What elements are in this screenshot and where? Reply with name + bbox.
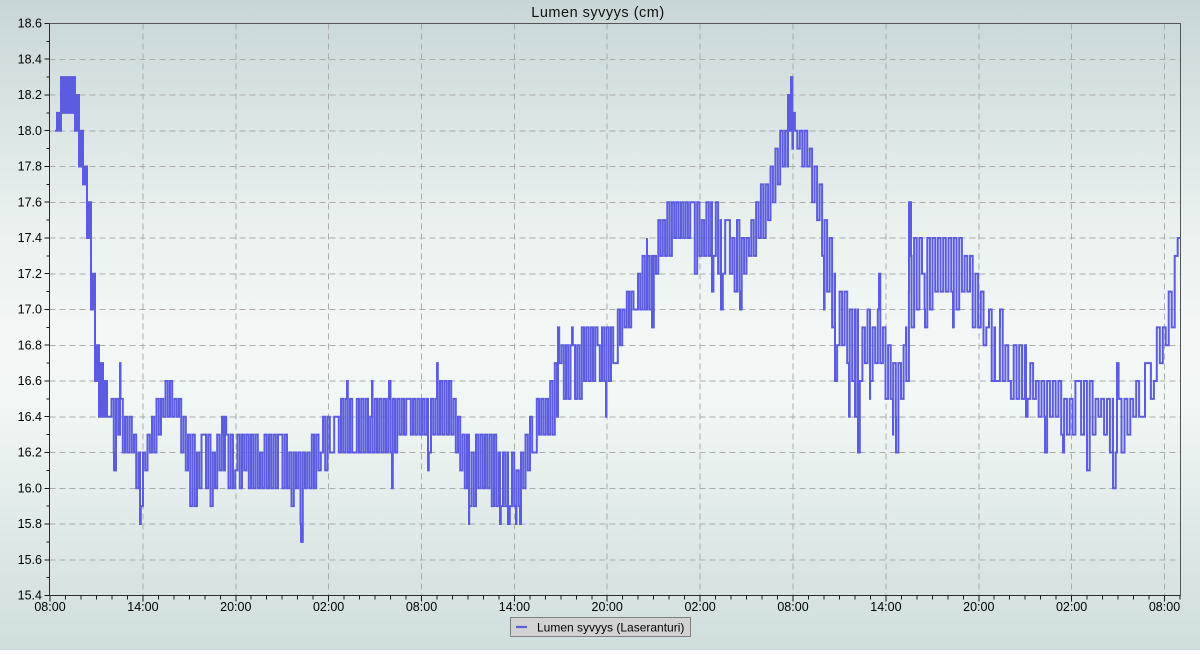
- svg-text:17.2: 17.2: [18, 267, 42, 281]
- svg-text:Lumen syvyys (Laseranturi): Lumen syvyys (Laseranturi): [537, 621, 684, 635]
- svg-text:14:00: 14:00: [127, 600, 158, 614]
- svg-text:20:00: 20:00: [220, 600, 251, 614]
- svg-text:16.0: 16.0: [18, 482, 42, 496]
- svg-text:17.6: 17.6: [18, 196, 42, 210]
- svg-text:16.4: 16.4: [18, 410, 42, 424]
- svg-text:20:00: 20:00: [963, 600, 994, 614]
- svg-text:14:00: 14:00: [870, 600, 901, 614]
- svg-text:20:00: 20:00: [592, 600, 623, 614]
- svg-text:18.0: 18.0: [18, 124, 42, 138]
- svg-text:08:00: 08:00: [777, 600, 808, 614]
- svg-text:02:00: 02:00: [684, 600, 715, 614]
- svg-text:14:00: 14:00: [499, 600, 530, 614]
- svg-text:02:00: 02:00: [313, 600, 344, 614]
- svg-text:08:00: 08:00: [34, 600, 65, 614]
- svg-text:08:00: 08:00: [406, 600, 437, 614]
- svg-text:18.6: 18.6: [18, 17, 42, 31]
- svg-text:17.0: 17.0: [18, 303, 42, 317]
- svg-text:15.4: 15.4: [18, 589, 42, 603]
- svg-text:Lumen syvyys (cm): Lumen syvyys (cm): [531, 5, 664, 21]
- svg-text:17.4: 17.4: [18, 231, 42, 245]
- svg-text:16.6: 16.6: [18, 374, 42, 388]
- svg-text:02:00: 02:00: [1056, 600, 1087, 614]
- svg-text:16.2: 16.2: [18, 446, 42, 460]
- svg-text:17.8: 17.8: [18, 160, 42, 174]
- svg-text:15.8: 15.8: [18, 517, 42, 531]
- svg-text:08:00: 08:00: [1149, 600, 1180, 614]
- svg-text:16.8: 16.8: [18, 339, 42, 353]
- svg-text:15.6: 15.6: [18, 553, 42, 567]
- svg-text:18.2: 18.2: [18, 88, 42, 102]
- svg-text:18.4: 18.4: [18, 53, 42, 67]
